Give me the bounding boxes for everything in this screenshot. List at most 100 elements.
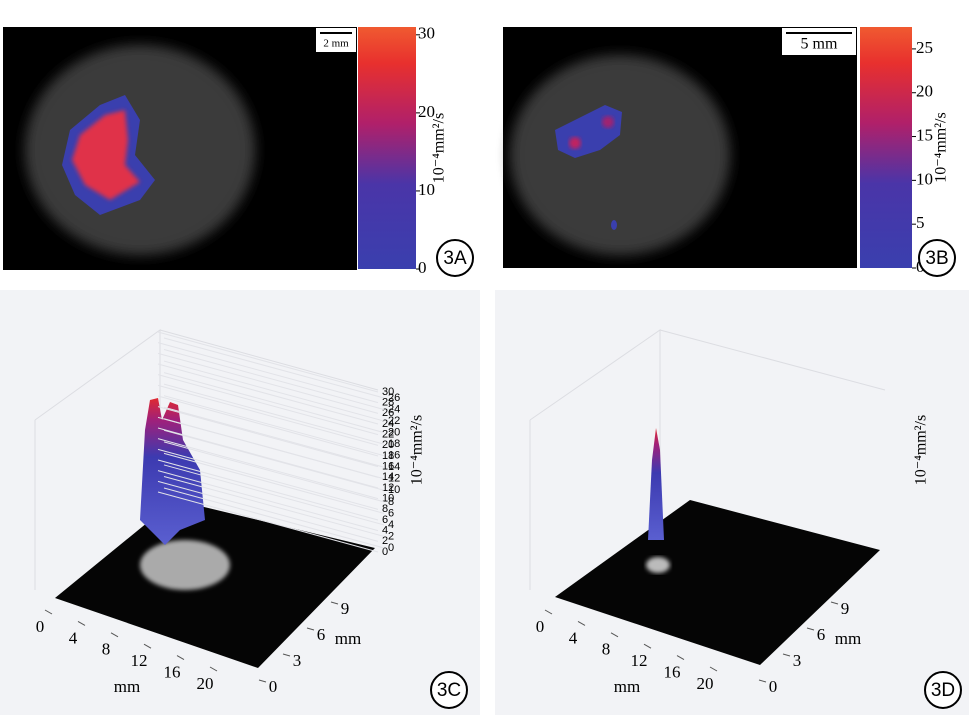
- z-tick-label: 12: [388, 473, 400, 485]
- z-tick-label: 14: [388, 461, 400, 473]
- z-tick-label: 28: [382, 397, 394, 409]
- z-tick-label: 4: [388, 519, 394, 531]
- tick-label: 30: [418, 24, 435, 43]
- grid-line: [163, 429, 385, 491]
- x-tick-label: 20: [197, 674, 214, 693]
- z-tick-label: 18: [382, 450, 394, 462]
- tick-label: 25: [916, 38, 933, 57]
- grid-line: [157, 406, 379, 468]
- tick-label: 0: [418, 258, 427, 277]
- projection: [140, 540, 230, 590]
- grid-line: [163, 383, 385, 445]
- grid-line: [157, 384, 379, 446]
- z-tick-label: 14: [382, 471, 394, 483]
- tick-label: 15: [916, 125, 933, 144]
- grid-line: [157, 363, 379, 425]
- tick: [44, 609, 53, 615]
- grid-line: [157, 352, 379, 414]
- blob: [611, 220, 617, 230]
- tick: [830, 601, 839, 605]
- grid-line: [157, 491, 379, 553]
- x-tick-label: 8: [102, 640, 111, 659]
- grid-line: [157, 395, 379, 457]
- tick: [676, 655, 685, 661]
- z-tick-label: 6: [382, 514, 388, 526]
- z-tick-label: 22: [388, 415, 400, 427]
- colorbar: [358, 27, 416, 269]
- grid-line: [163, 337, 385, 399]
- grid-line: [163, 475, 385, 537]
- panel-badge: [918, 239, 956, 277]
- tick: [209, 666, 218, 672]
- z-tick-label: 26: [388, 392, 400, 404]
- panel-label: 3B: [925, 248, 948, 269]
- grid-line: [157, 374, 379, 436]
- tick: [709, 666, 718, 672]
- blob: [72, 110, 140, 200]
- x-tick-label: 8: [602, 640, 611, 659]
- grid-line: [163, 349, 385, 411]
- panel-label: 3C: [437, 680, 461, 701]
- panel-label: 3D: [931, 680, 955, 701]
- tick: [258, 679, 267, 683]
- y-tick-label: 6: [317, 625, 326, 644]
- grid-line: [157, 480, 379, 542]
- z-tick-label: 10: [388, 484, 400, 496]
- tick-label: 10: [418, 180, 435, 199]
- floor: [55, 500, 375, 668]
- z-tick-label: 6: [388, 507, 394, 519]
- tick: [282, 653, 291, 657]
- grid-line: [157, 427, 379, 489]
- z-tick-label: 24: [382, 418, 394, 430]
- tick: [330, 601, 339, 605]
- panel-badge: [924, 671, 962, 709]
- tick-label: 5: [916, 213, 925, 232]
- z-tick-label: 20: [382, 439, 394, 451]
- tick: [758, 679, 767, 683]
- grid-line: [157, 470, 379, 532]
- blob: [602, 116, 614, 128]
- grid-line: [163, 406, 385, 468]
- tick-label: 10: [916, 169, 933, 188]
- grid-line: [157, 331, 379, 393]
- z-tick-label: 20: [388, 427, 400, 439]
- z-tick-label: 12: [382, 482, 394, 494]
- y-label: mm: [835, 629, 861, 648]
- blob: [569, 137, 581, 149]
- grid-line: [163, 441, 385, 503]
- y-label: mm: [335, 629, 361, 648]
- panel-label: 3A: [443, 248, 467, 269]
- tissue: [25, 45, 255, 255]
- x-tick-label: 12: [131, 651, 148, 670]
- z-tick-label: 16: [388, 450, 400, 462]
- grid-line: [157, 342, 379, 404]
- grid-line: [163, 360, 385, 422]
- z-tick-label: 22: [382, 429, 394, 441]
- grid-line: [163, 418, 385, 480]
- z-tick-label: 0: [388, 542, 394, 554]
- x-label: mm: [614, 677, 640, 696]
- x-label: mm: [114, 677, 140, 696]
- tick: [610, 632, 619, 638]
- panel-badge: [436, 239, 474, 277]
- z-tick-label: 10: [382, 493, 394, 505]
- y-tick-label: 3: [793, 651, 802, 670]
- y-tick-label: 9: [341, 599, 350, 618]
- z-tick-label: 0: [382, 546, 388, 558]
- tick: [176, 655, 185, 661]
- z-tick-label: 18: [388, 438, 400, 450]
- grid-line: [157, 459, 379, 521]
- z-tick-label: 8: [388, 496, 394, 508]
- y-tick-label: 6: [817, 625, 826, 644]
- y-tick-label: 0: [769, 677, 778, 696]
- y-tick-label: 0: [269, 677, 278, 696]
- x-tick-label: 12: [631, 651, 648, 670]
- tick: [143, 643, 152, 649]
- x-tick-label: 20: [697, 674, 714, 693]
- z-label: 10⁻⁴mm²/s: [913, 415, 930, 485]
- x-tick-label: 0: [536, 617, 545, 636]
- tick: [77, 620, 86, 626]
- colorbar-label: 10⁻⁴mm²/s: [933, 112, 950, 182]
- z-tick-label: 2: [388, 530, 394, 542]
